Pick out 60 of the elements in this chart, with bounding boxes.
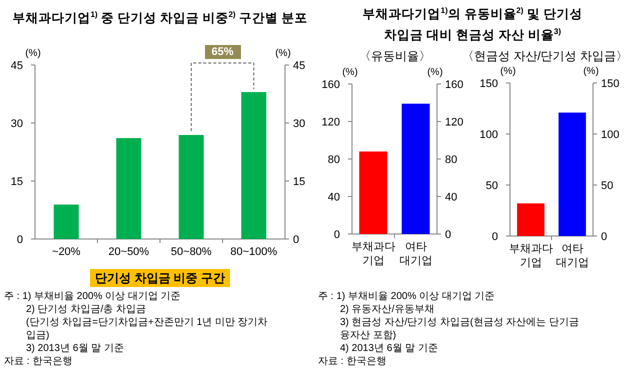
y2-tick-label: 0	[445, 229, 452, 241]
y-tick-label: 15	[10, 176, 23, 188]
x-axis-title: 단기성 차입금 비중 구간	[90, 269, 230, 287]
y2-tick-label: 80	[445, 154, 458, 166]
y2-tick-label: 0	[293, 234, 300, 246]
text: 2) 단기성 차입금/총 차입금	[25, 303, 148, 316]
y-tick-label: 40	[328, 192, 340, 204]
y2-axis-title: (%)	[583, 66, 599, 77]
y-tick-label: 30	[10, 118, 23, 130]
y-tick-label: 45	[10, 60, 23, 72]
text: 65%	[204, 45, 240, 59]
text: (단기성 차입금=단기차입금+잔존만기 1년 미만 장기차입금)	[25, 316, 269, 342]
text: 3) 현금성 자산/단기성 차입금(현금성 자산에는 단기금융자산 포함)	[339, 316, 580, 342]
y2-tick-label: 160	[445, 79, 464, 91]
y-tick-label: 120	[322, 116, 340, 128]
y2-tick-label: 45	[293, 60, 306, 72]
bar	[241, 92, 266, 239]
text: 자료 : 한국은행	[318, 355, 388, 368]
y2-tick-label: 30	[293, 118, 306, 130]
chart-subtitle: 〈현금성 자산/단기성 차입금〉	[460, 48, 629, 65]
y2-tick-label: 150	[601, 78, 620, 90]
y-axis-title: (%)	[342, 67, 358, 78]
x-tick-label: 부채과다 기업	[351, 241, 396, 267]
x-tick-label: 부채과다 기업	[508, 243, 553, 269]
y2-axis-title: (%)	[275, 48, 291, 59]
y-tick-label: 80	[328, 154, 340, 166]
text: 부채과다기업$^{1)}$의 유동비율$^{2)}$ 및 단기성 차입금 대비 현금성 자산 비율$^{3)}$	[362, 5, 584, 44]
x-tick-label: 80~100%	[230, 246, 278, 258]
chart-subtitle: 〈유동비율〉	[358, 48, 432, 65]
y2-tick-label: 120	[445, 116, 464, 128]
y-tick-label: 0	[16, 234, 23, 246]
text: 4) 2013년 6월 말 기준	[339, 342, 439, 355]
bar	[178, 134, 204, 239]
bar	[116, 138, 142, 239]
y-tick-label: 150	[480, 78, 498, 90]
y-tick-label: 0	[492, 231, 498, 243]
text: 자료 : 한국은행	[4, 355, 74, 368]
text: 2) 유동자산/유동부채	[339, 303, 436, 316]
y2-axis-title: (%)	[427, 67, 443, 78]
x-tick-label: ~20%	[52, 246, 81, 258]
y2-tick-label: 15	[293, 176, 306, 188]
y-axis-title: (%)	[25, 48, 41, 59]
x-tick-label: 여타 대기업	[399, 241, 432, 267]
chart-title: 부채과다기업$^{1)}$ 중 단기성 차입금 비중$^{2)}$ 구간별 분포	[11, 9, 309, 28]
y2-tick-label: 50	[601, 180, 614, 192]
y2-tick-label: 40	[445, 192, 458, 204]
y2-tick-label: 0	[601, 231, 608, 243]
bar	[54, 204, 79, 239]
y-tick-label: 50	[486, 180, 498, 192]
x-tick-label: 50~80%	[170, 246, 212, 258]
y-axis-title: (%)	[500, 66, 516, 77]
text: 주 : 1) 부채비율 200% 이상 대기업 기준	[318, 290, 496, 303]
y-tick-label: 100	[480, 129, 498, 141]
x-tick-label: 여타 대기업	[556, 243, 589, 269]
y-tick-label: 160	[322, 79, 340, 91]
text: 3) 2013년 6월 말 기준	[25, 342, 125, 355]
x-tick-label: 20~50%	[108, 246, 150, 258]
y2-tick-label: 100	[601, 129, 620, 141]
text: 주 : 1) 부채비율 200% 이상 대기업 기준	[4, 290, 182, 303]
y-tick-label: 0	[334, 229, 340, 241]
